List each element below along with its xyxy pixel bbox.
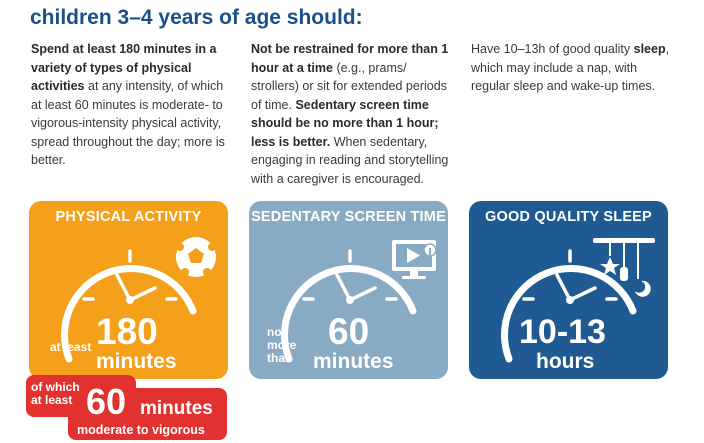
- physical-activity-prefix: at least: [50, 340, 92, 354]
- callout-caption: moderate to vigorous: [77, 423, 205, 437]
- callout-value: 60: [86, 381, 127, 422]
- sedentary-screen-prefix-3: than: [267, 351, 293, 365]
- sedentary-screen-title: SEDENTARY SCREEN TIME: [251, 209, 446, 225]
- callout-line-2: at least: [31, 393, 73, 407]
- sedentary-screen-prefix-2: more: [267, 338, 297, 352]
- col1-rest: at any intensity, of which at least 60 m…: [31, 79, 225, 167]
- moderate-vigorous-callout: [68, 388, 227, 440]
- screen-touch-icon: [392, 240, 437, 279]
- good-quality-sleep-value: 10-13: [519, 313, 606, 351]
- col2-rest-2: When sedentary, engaging in reading and …: [251, 134, 449, 186]
- col3-bold: sleep: [633, 42, 666, 56]
- callout-unit: minutes: [140, 398, 213, 419]
- clock-icon: [501, 238, 655, 363]
- clock-icon: [281, 240, 437, 363]
- clock-icon: [61, 237, 216, 363]
- physical-activity-title: PHYSICAL ACTIVITY: [55, 209, 202, 225]
- col1-bold: Spend at least 180 minutes in a variety …: [31, 42, 217, 93]
- col3-pre: Have 10–13h of good quality: [471, 42, 634, 56]
- col2-bold-1: Not be restrained for more than 1 hour a…: [251, 42, 449, 75]
- sedentary-screen-unit: minutes: [313, 350, 394, 373]
- callout-line-1: of which: [31, 380, 80, 394]
- col2-bold-2: Sedentary screen time should be no more …: [251, 97, 439, 149]
- sleep-text: Have 10–13h of good quality sleep, which…: [471, 40, 676, 96]
- good-quality-sleep-card: GOOD QUALITY SLEEP 10-13 hours: [469, 201, 668, 379]
- crib-mobile-icon: [593, 238, 655, 297]
- sedentary-screen-value: 60: [328, 311, 370, 352]
- sedentary-screen-card: SEDENTARY SCREEN TIME 60 no more than mi…: [249, 201, 448, 379]
- good-quality-sleep-unit: hours: [536, 350, 595, 373]
- col3-rest: , which may include a nap, with regular …: [471, 42, 670, 93]
- physical-activity-text: Spend at least 180 minutes in a variety …: [31, 40, 236, 170]
- physical-activity-unit: minutes: [96, 350, 177, 373]
- sedentary-screen-prefix-1: no: [267, 325, 282, 339]
- sedentary-text: Not be restrained for more than 1 hour a…: [251, 40, 456, 188]
- good-quality-sleep-title: GOOD QUALITY SLEEP: [485, 209, 652, 225]
- col2-rest-1: (e.g., prams/ strollers) or sit for exte…: [251, 60, 447, 112]
- physical-activity-card: PHYSICAL ACTIVITY 180 at least minutes: [29, 201, 228, 379]
- physical-activity-value: 180: [96, 311, 158, 352]
- soccer-ball-icon: [176, 237, 216, 277]
- page-heading: children 3–4 years of age should:: [30, 6, 363, 29]
